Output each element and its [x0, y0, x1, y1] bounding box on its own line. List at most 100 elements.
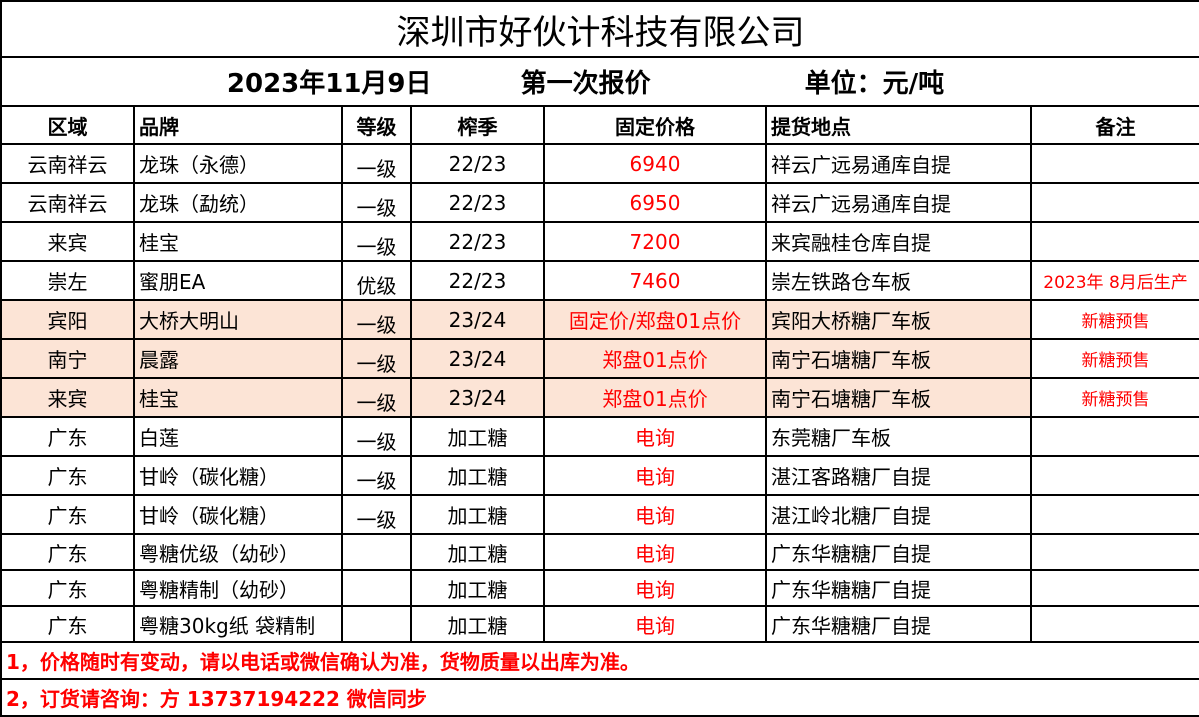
- remark-cell: [1029, 455, 1199, 496]
- season-cell: 加工糖: [410, 605, 545, 643]
- price-cell: 郑盘01点价: [543, 338, 767, 379]
- table-row: 宾阳 大桥大明山 一级 23/24 固定价/郑盘01点价 宾阳大桥糖厂车板 新糖预售: [0, 299, 1199, 340]
- location-cell: 宾阳大桥糖厂车板: [765, 299, 1032, 340]
- price-cell: 郑盘01点价: [543, 377, 767, 418]
- location-cell: 南宁石塘糖厂车板: [765, 338, 1032, 379]
- region-cell: 南宁: [0, 338, 135, 379]
- region-cell: 广东: [0, 455, 135, 496]
- table-row: 云南祥云 龙珠（勐统） 一级 22/23 6950 祥云广远易通库自提: [0, 182, 1199, 223]
- season-cell: 23/24: [410, 338, 545, 379]
- remark-cell: 新糖预售: [1029, 338, 1199, 379]
- grade-cell: [341, 533, 412, 571]
- grade-cell: 一级: [341, 299, 412, 340]
- location-cell: 湛江岭北糖厂自提: [765, 494, 1032, 535]
- table-row: 云南祥云 龙珠（永德） 一级 22/23 6940 祥云广远易通库自提: [0, 143, 1199, 184]
- season-cell: 23/24: [410, 377, 545, 418]
- table-row: 来宾 桂宝 一级 23/24 郑盘01点价 南宁石塘糖厂车板 新糖预售: [0, 377, 1199, 418]
- header-location: 提货地点: [765, 105, 1032, 145]
- brand-cell: 蜜朋EA: [133, 260, 343, 301]
- season-cell: 23/24: [410, 299, 545, 340]
- header-remark: 备注: [1029, 105, 1199, 145]
- table-row: 广东 甘岭（碳化糖） 一级 加工糖 电询 湛江岭北糖厂自提: [0, 494, 1199, 535]
- season-cell: 加工糖: [410, 455, 545, 496]
- season-cell: 加工糖: [410, 416, 545, 457]
- price-cell: 电询: [543, 569, 767, 607]
- table-row: 广东 白莲 一级 加工糖 电询 东莞糖厂车板: [0, 416, 1199, 457]
- header-season: 榨季: [410, 105, 545, 145]
- region-cell: 广东: [0, 569, 135, 607]
- price-cell: 电询: [543, 416, 767, 457]
- location-cell: 东莞糖厂车板: [765, 416, 1032, 457]
- footer-note: 1，价格随时有变动，请以电话或微信确认为准，货物质量以出库为准。: [0, 641, 1199, 680]
- header-grade: 等级: [341, 105, 412, 145]
- location-cell: 崇左铁路仓车板: [765, 260, 1032, 301]
- region-cell: 云南祥云: [0, 143, 135, 184]
- region-cell: 宾阳: [0, 299, 135, 340]
- company-title: 深圳市好伙计科技有限公司: [0, 0, 1199, 58]
- remark-cell: [1029, 182, 1199, 223]
- location-cell: 广东华糖糖厂自提: [765, 605, 1032, 643]
- brand-cell: 桂宝: [133, 221, 343, 262]
- price-cell: 电询: [543, 533, 767, 571]
- brand-cell: 晨露: [133, 338, 343, 379]
- price-unit: 单位：元/吨: [804, 69, 945, 99]
- brand-cell: 粤糖优级（幼砂）: [133, 533, 343, 571]
- brand-cell: 粤糖精制（幼砂）: [133, 569, 343, 607]
- season-cell: 加工糖: [410, 494, 545, 535]
- grade-cell: 一级: [341, 338, 412, 379]
- grade-cell: [341, 605, 412, 643]
- grade-cell: 一级: [341, 221, 412, 262]
- season-cell: 22/23: [410, 143, 545, 184]
- region-cell: 广东: [0, 416, 135, 457]
- remark-cell: 2023年 8月后生产: [1029, 260, 1199, 301]
- season-cell: 加工糖: [410, 533, 545, 571]
- remark-cell: [1029, 416, 1199, 457]
- grade-cell: 一级: [341, 494, 412, 535]
- grade-cell: 一级: [341, 377, 412, 418]
- remark-cell: 新糖预售: [1029, 299, 1199, 340]
- price-cell: 7460: [543, 260, 767, 301]
- remark-cell: 新糖预售: [1029, 377, 1199, 418]
- season-cell: 加工糖: [410, 569, 545, 607]
- grade-cell: 一级: [341, 416, 412, 457]
- header-price: 固定价格: [543, 105, 767, 145]
- brand-cell: 粤糖30kg纸 袋精制: [133, 605, 343, 643]
- brand-cell: 龙珠（勐统）: [133, 182, 343, 223]
- brand-cell: 龙珠（永德）: [133, 143, 343, 184]
- location-cell: 祥云广远易通库自提: [765, 182, 1032, 223]
- remark-cell: [1029, 605, 1199, 643]
- table-row: 广东 粤糖精制（幼砂） 加工糖 电询 广东华糖糖厂自提: [0, 569, 1199, 607]
- region-cell: 云南祥云: [0, 182, 135, 223]
- brand-cell: 大桥大明山: [133, 299, 343, 340]
- grade-cell: 优级: [341, 260, 412, 301]
- table-row: 广东 粤糖优级（幼砂） 加工糖 电询 广东华糖糖厂自提: [0, 533, 1199, 571]
- price-cell: 电询: [543, 494, 767, 535]
- table-row: 广东 粤糖30kg纸 袋精制 加工糖 电询 广东华糖糖厂自提: [0, 605, 1199, 643]
- region-cell: 广东: [0, 605, 135, 643]
- season-cell: 22/23: [410, 182, 545, 223]
- brand-cell: 甘岭（碳化糖）: [133, 455, 343, 496]
- price-cell: 电询: [543, 605, 767, 643]
- remark-cell: [1029, 143, 1199, 184]
- location-cell: 广东华糖糖厂自提: [765, 569, 1032, 607]
- header-brand: 品牌: [133, 105, 343, 145]
- season-cell: 22/23: [410, 260, 545, 301]
- location-cell: 来宾融桂仓库自提: [765, 221, 1032, 262]
- quote-round: 第一次报价: [520, 69, 651, 99]
- region-cell: 广东: [0, 533, 135, 571]
- region-cell: 来宾: [0, 221, 135, 262]
- table-row: 来宾 桂宝 一级 22/23 7200 来宾融桂仓库自提: [0, 221, 1199, 262]
- table-row: 南宁 晨露 一级 23/24 郑盘01点价 南宁石塘糖厂车板 新糖预售: [0, 338, 1199, 379]
- grade-cell: 一级: [341, 182, 412, 223]
- brand-cell: 桂宝: [133, 377, 343, 418]
- remark-cell: [1029, 494, 1199, 535]
- location-cell: 湛江客路糖厂自提: [765, 455, 1032, 496]
- price-cell: 6950: [543, 182, 767, 223]
- header-region: 区域: [0, 105, 135, 145]
- table-row: 崇左 蜜朋EA 优级 22/23 7460 崇左铁路仓车板 2023年 8月后生产: [0, 260, 1199, 301]
- header-row: 区域 品牌 等级 榨季 固定价格 提货地点 备注: [0, 105, 1199, 145]
- remark-cell: [1029, 533, 1199, 571]
- region-cell: 崇左: [0, 260, 135, 301]
- table-row: 广东 甘岭（碳化糖） 一级 加工糖 电询 湛江客路糖厂自提: [0, 455, 1199, 496]
